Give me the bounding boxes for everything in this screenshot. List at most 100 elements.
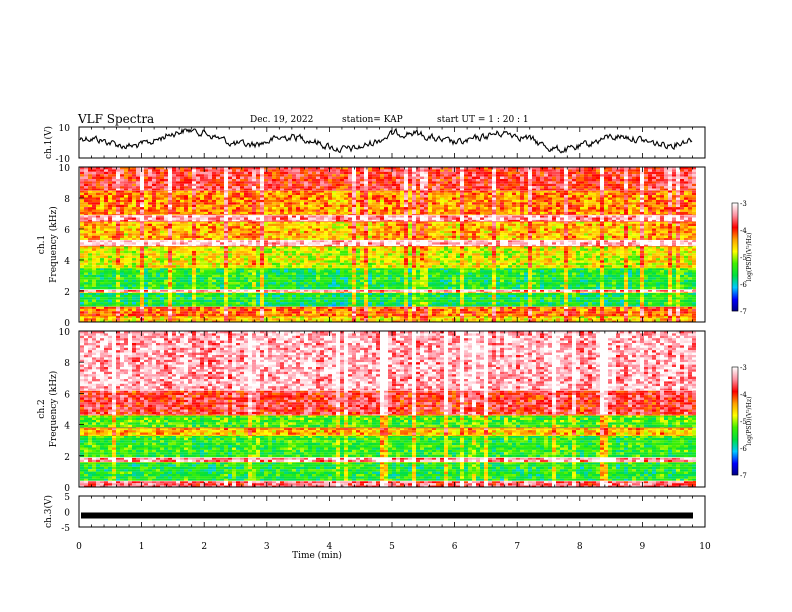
spectrogram-cell: [392, 315, 396, 319]
spectrogram-cell: [360, 282, 364, 285]
spectrogram-cell: [592, 304, 596, 307]
spectrogram-cell: [576, 304, 580, 307]
spectrogram-cell: [96, 250, 100, 254]
spectrogram-cell: [680, 289, 684, 292]
spectrogram-cell: [152, 306, 156, 309]
spectrogram-cell: [188, 274, 192, 278]
spectrogram-cell: [672, 267, 676, 271]
spectrogram-cell: [440, 255, 444, 259]
spectrogram-cell: [144, 267, 148, 271]
spectrogram-cell: [552, 315, 556, 319]
spectrogram-cell: [460, 297, 464, 300]
spectrogram-cell: [104, 255, 108, 259]
spectrogram-cell: [600, 277, 604, 280]
spectrogram-cell: [204, 272, 208, 275]
spectrogram-cell: [264, 272, 268, 275]
spectrogram-cell: [296, 304, 300, 307]
spectrogram-cell: [368, 320, 372, 322]
spectrogram-cell: [196, 315, 200, 319]
spectrogram-cell: [620, 248, 624, 251]
spectrogram-cell: [376, 291, 380, 293]
spectrogram-cell: [488, 277, 492, 280]
spectrogram-cell: [200, 320, 204, 322]
spectrogram-cell: [436, 274, 440, 278]
spectrogram-cell: [688, 270, 692, 273]
spectrogram-cell: [612, 308, 616, 312]
spectrogram-cell: [624, 253, 628, 256]
spectrogram-cell: [288, 260, 292, 263]
spectrogram-cell: [640, 282, 644, 285]
spectrogram-cell: [316, 250, 320, 254]
spectrogram-cell: [580, 255, 584, 259]
spectrogram-cell: [272, 318, 276, 321]
spectrogram-cell: [232, 318, 236, 321]
spectrogram-cell: [524, 284, 528, 287]
spectrogram-cell: [260, 260, 264, 263]
spectrogram-cell: [248, 253, 252, 256]
spectrogram-cell: [676, 284, 680, 287]
spectrogram-cell: [380, 248, 384, 251]
spectrogram-cell: [276, 282, 280, 285]
spectrogram-cell: [284, 297, 288, 300]
spectrogram-cell: [268, 253, 272, 256]
spectrogram-cell: [352, 260, 356, 263]
spectrogram-cell: [168, 315, 172, 319]
spectrogram-cell: [184, 315, 188, 319]
spectrogram-cell: [136, 302, 140, 305]
spectrogram-cell: [244, 272, 248, 275]
spectrogram-cell: [516, 246, 520, 249]
spectrogram-cell: [104, 311, 108, 314]
spectrogram-cell: [456, 306, 460, 309]
spectrogram-cell: [124, 320, 128, 322]
spectrogram-cell: [552, 318, 556, 321]
spectrogram-cell: [420, 270, 424, 273]
spectrogram-cell: [472, 274, 476, 278]
spectrogram-cell: [252, 304, 256, 307]
spectrogram-cell: [296, 246, 300, 249]
spectrogram-cell: [416, 270, 420, 273]
spectrogram-cell: [428, 313, 432, 316]
spectrogram-cell: [568, 277, 572, 280]
spectrogram-cell: [160, 255, 164, 259]
spectrogram-cell: [660, 311, 664, 314]
spectrogram-cell: [444, 284, 448, 287]
spectrogram-cell: [108, 279, 112, 283]
spectrogram-cell: [632, 282, 636, 285]
spectrogram-cell: [556, 274, 560, 278]
spectrogram-cell: [140, 289, 144, 292]
spectrogram-cell: [548, 289, 552, 292]
spectrogram-cell: [400, 289, 404, 292]
spectrogram-cell: [424, 311, 428, 314]
spectrogram-cell: [304, 311, 308, 314]
spectrogram-cell: [584, 246, 588, 249]
spectrogram-cell: [268, 255, 272, 259]
spectrogram-cell: [172, 255, 176, 259]
spectrogram-cell: [196, 286, 200, 290]
spectrogram-cell: [516, 292, 520, 295]
spectrogram-cell: [192, 306, 196, 309]
spectrogram-cell: [492, 299, 496, 303]
spectrogram-cell: [220, 315, 224, 319]
spectrogram-cell: [380, 315, 384, 319]
spectrogram-cell: [144, 308, 148, 312]
spectrogram-cell: [656, 304, 660, 307]
spectrogram-cell: [476, 279, 480, 283]
spectrogram-cell: [228, 270, 232, 273]
spectrogram-cell: [352, 267, 356, 271]
spectrogram-cell: [432, 315, 436, 319]
spectrogram-cell: [248, 286, 252, 290]
spectrogram-cell: [472, 299, 476, 303]
spectrogram-cell: [184, 318, 188, 321]
spectrogram-cell: [532, 318, 536, 321]
spectrogram-cell: [480, 304, 484, 307]
spectrogram-cell: [404, 248, 408, 251]
spectrogram-cell: [688, 320, 692, 322]
spectrogram-cell: [336, 260, 340, 263]
spectrogram-cell: [244, 297, 248, 300]
spectrogram-cell: [244, 248, 248, 251]
spectrogram-cell: [216, 250, 220, 254]
spectrogram-cell: [492, 315, 496, 319]
spectrogram-cell: [252, 297, 256, 300]
spectrogram-cell: [624, 248, 628, 251]
spectrogram-cell: [304, 258, 308, 261]
